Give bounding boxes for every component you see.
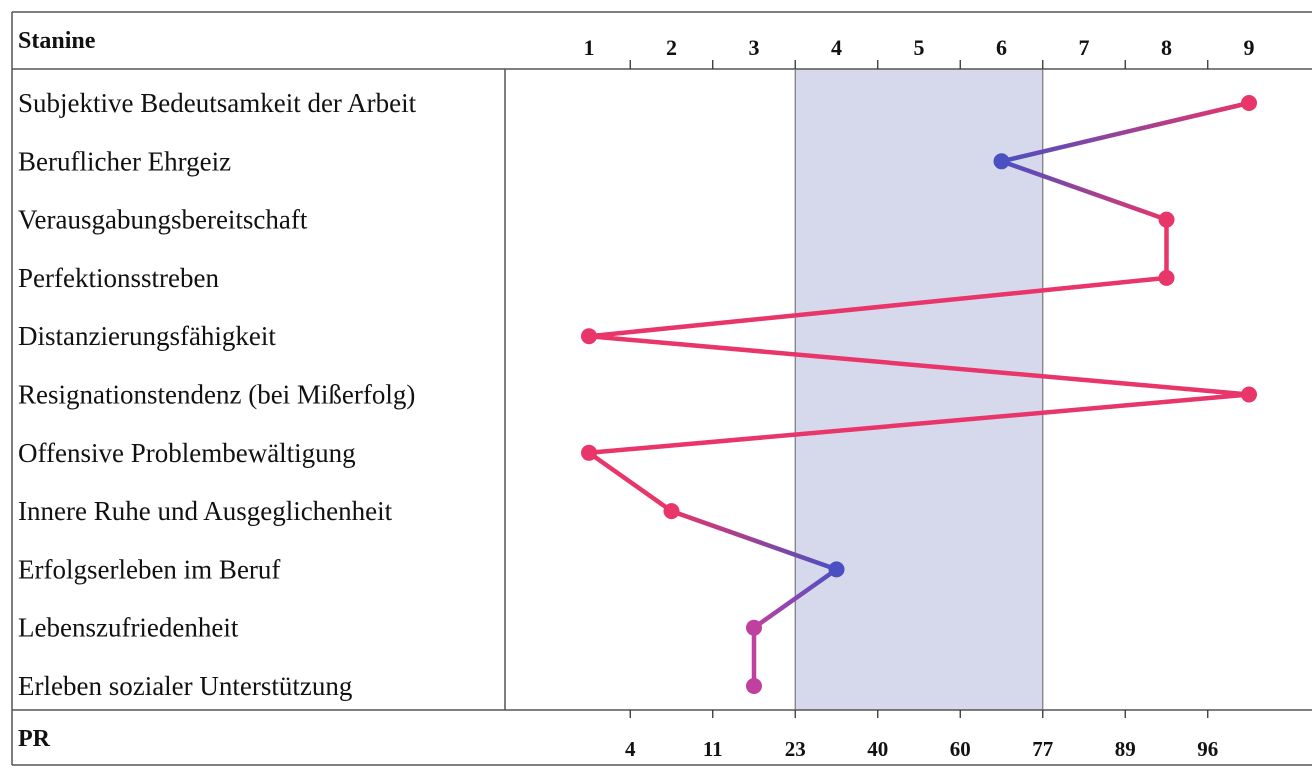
category-label: Subjektive Bedeutsamkeit der Arbeit xyxy=(18,88,417,118)
profile-point xyxy=(828,561,845,578)
profile-point xyxy=(663,503,680,520)
profile-line xyxy=(586,100,1252,689)
category-labels: Subjektive Bedeutsamkeit der Arbeit Beruf… xyxy=(18,88,417,701)
profile-point xyxy=(1158,211,1175,228)
pr-tick-label: 60 xyxy=(950,737,971,761)
category-label: Verausgabungsbereitschaft xyxy=(18,205,308,235)
profile-point xyxy=(1158,269,1175,286)
category-label: Distanzierungsfähigkeit xyxy=(18,321,276,351)
pr-axis: 4 11 23 40 60 77 89 96 xyxy=(625,710,1218,761)
profile-line-segment xyxy=(586,450,674,514)
stanine-tick-label: 3 xyxy=(749,35,760,60)
average-range-band xyxy=(795,69,1043,710)
profile-points xyxy=(581,95,1257,694)
stanine-tick-label: 6 xyxy=(996,35,1007,60)
stanine-tick-label: 8 xyxy=(1161,35,1172,60)
profile-line-segment xyxy=(751,567,839,630)
category-label: Erleben sozialer Unterstützung xyxy=(18,671,352,701)
profile-point xyxy=(746,619,762,636)
profile-line-segment xyxy=(586,333,1252,397)
category-label: Offensive Problembewältigung xyxy=(18,438,356,468)
pr-tick-label: 89 xyxy=(1115,737,1136,761)
pr-tick-label: 77 xyxy=(1032,737,1053,761)
stanine-tick-label: 4 xyxy=(831,35,842,60)
stanine-tick-label: 7 xyxy=(1079,35,1090,60)
profile-line-segment xyxy=(999,100,1252,164)
profile-point xyxy=(1241,95,1257,111)
pr-tick-label: 96 xyxy=(1197,737,1218,761)
category-label: Beruflicher Ehrgeiz xyxy=(18,146,231,176)
pr-footer-label: PR xyxy=(18,726,51,752)
pr-tick-label: 11 xyxy=(703,737,723,761)
pr-tick-label: 23 xyxy=(785,737,806,761)
stanine-axis: 1 2 3 4 5 6 7 8 9 xyxy=(584,35,1255,69)
stanine-tick-label: 2 xyxy=(666,35,677,60)
profile-point xyxy=(1241,386,1257,403)
profile-point xyxy=(581,328,597,345)
profile-line-segment xyxy=(586,392,1252,456)
profile-line-segment xyxy=(999,159,1169,222)
category-label: Resignationstendenz (bei Mißerfolg) xyxy=(18,380,415,410)
profile-point xyxy=(993,153,1010,170)
stanine-tick-label: 1 xyxy=(584,35,595,60)
stanine-tick-label: 5 xyxy=(914,35,925,60)
profile-line-segment xyxy=(669,508,839,572)
pr-tick-label: 4 xyxy=(625,737,636,761)
stanine-tick-label: 9 xyxy=(1244,35,1255,60)
category-label: Lebenszufriedenheit xyxy=(18,613,239,643)
pr-tick-label: 40 xyxy=(867,737,888,761)
profile-line-segment xyxy=(586,275,1169,339)
category-label: Innere Ruhe und Ausgeglichenheit xyxy=(18,496,393,526)
category-label: Erfolgserleben im Beruf xyxy=(18,554,280,584)
stanine-header-label: Stanine xyxy=(18,28,96,54)
category-label: Perfektionsstreben xyxy=(18,263,219,293)
profile-point xyxy=(746,678,762,694)
profile-point xyxy=(581,444,597,461)
